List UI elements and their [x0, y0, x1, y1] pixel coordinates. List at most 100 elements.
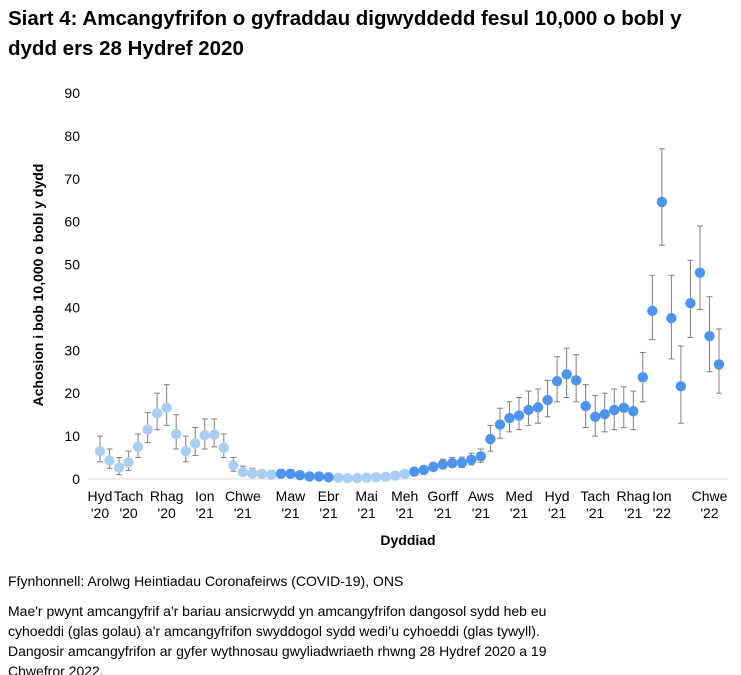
x-tick-label: Ion '22	[652, 488, 671, 521]
data-point	[609, 404, 620, 416]
data-point	[199, 430, 210, 441]
x-tick-label: Gorff '21	[427, 488, 458, 521]
y-tick-label: 60	[64, 214, 80, 230]
data-point	[142, 424, 153, 435]
data-point	[266, 469, 277, 480]
data-point	[123, 457, 134, 468]
data-point	[590, 411, 601, 423]
data-point	[713, 359, 725, 370]
data-point	[704, 330, 715, 342]
data-point	[380, 471, 391, 483]
data-point	[332, 472, 344, 483]
x-tick-label: Tach '21	[580, 488, 610, 521]
data-point	[151, 408, 163, 419]
source: Ffynhonnell: Arolwg Heintiadau Coronafei…	[8, 573, 404, 589]
data-point	[161, 402, 172, 414]
data-point	[647, 305, 658, 317]
data-point	[694, 267, 706, 278]
data-point	[618, 402, 629, 414]
data-point	[504, 412, 515, 424]
data-point	[209, 429, 220, 441]
data-point	[228, 460, 239, 471]
x-tick-label: Maw '21	[276, 488, 306, 521]
data-point	[580, 400, 591, 412]
data-point	[304, 471, 315, 482]
data-point	[237, 466, 249, 478]
data-point	[256, 468, 268, 480]
y-tick-label: 10	[64, 428, 80, 444]
data-point	[218, 442, 229, 453]
y-tick-label: 50	[64, 257, 80, 273]
data-point	[637, 372, 649, 383]
data-point	[513, 410, 525, 421]
data-point	[351, 472, 363, 484]
data-point	[94, 445, 106, 457]
data-point	[532, 402, 544, 413]
y-axis-title: Achosion i bob 10,000 o bobl y dydd	[30, 163, 46, 407]
data-point	[323, 472, 334, 483]
data-point	[104, 455, 115, 466]
x-tick-label: Hyd '21	[545, 488, 570, 521]
y-tick-label: 80	[64, 128, 80, 144]
x-tick-label: Chwe '22	[692, 488, 728, 521]
data-point	[409, 466, 420, 477]
data-point	[447, 457, 458, 469]
y-tick-label: 40	[64, 299, 80, 315]
data-point	[675, 381, 687, 392]
data-point	[247, 468, 258, 479]
data-point	[475, 451, 487, 462]
data-point	[418, 464, 429, 476]
data-point	[390, 470, 401, 481]
y-tick-label: 0	[72, 471, 80, 487]
data-point	[437, 459, 449, 470]
x-tick-label: Tach '20	[114, 488, 144, 521]
data-point	[190, 438, 201, 449]
data-point	[399, 468, 410, 480]
data-point	[628, 406, 639, 417]
data-point	[570, 375, 582, 386]
data-point	[466, 454, 477, 465]
data-point	[370, 472, 382, 483]
note: Mae'r pwynt amcangyfrif a'r bariau ansic…	[8, 603, 547, 675]
x-tick-label: Ion '21	[195, 488, 214, 521]
data-point	[170, 428, 182, 440]
x-tick-label: Aws '21	[468, 488, 494, 521]
data-point	[132, 441, 144, 453]
x-tick-label: Chwe '21	[225, 488, 261, 521]
data-point	[561, 369, 572, 380]
data-point	[685, 297, 696, 309]
data-point	[542, 394, 553, 406]
y-tick-label: 20	[64, 385, 80, 401]
x-tick-label: Meh '21	[391, 488, 418, 521]
data-point	[599, 409, 610, 420]
data-point	[294, 469, 306, 481]
x-axis-title: Dyddiad	[380, 532, 435, 548]
data-point	[180, 445, 191, 457]
data-point	[485, 433, 496, 445]
data-point	[656, 196, 668, 208]
data-point	[428, 461, 439, 473]
data-point	[361, 472, 372, 483]
data-point	[666, 312, 677, 324]
x-tick-label: Hyd '20	[88, 488, 113, 521]
data-point	[494, 419, 506, 430]
data-point	[275, 468, 287, 480]
data-point	[523, 404, 534, 416]
y-tick-label: 70	[64, 171, 80, 187]
y-tick-label: 30	[64, 342, 80, 358]
data-point	[456, 457, 468, 468]
x-tick-label: Ebr '21	[318, 488, 340, 521]
x-tick-label: Med '21	[505, 488, 532, 521]
y-tick-label: 90	[64, 85, 80, 101]
x-tick-label: Mai '21	[355, 488, 378, 521]
chart-title: Siart 4: Amcangyfrifon o gyfraddau digwy…	[8, 7, 682, 60]
x-tick-label: Rhag '21	[617, 488, 650, 521]
data-point	[113, 462, 125, 473]
data-point	[342, 472, 353, 484]
data-point	[313, 471, 325, 482]
data-point	[285, 468, 296, 480]
data-point	[551, 376, 563, 387]
x-tick-label: Rhag '20	[150, 488, 183, 521]
